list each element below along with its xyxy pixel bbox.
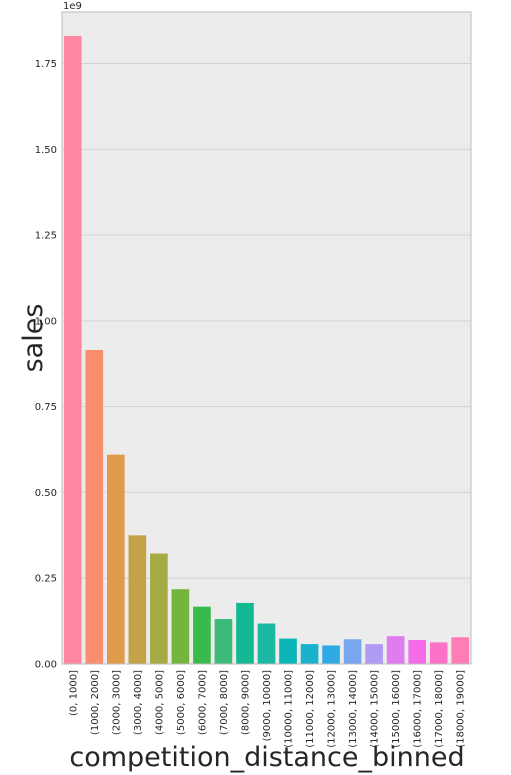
x-tick-label: (3000, 4000] [133,670,144,735]
x-tick-label: (2000, 3000] [111,670,122,735]
y-tick-label: 0.25 [35,574,57,585]
x-tick-label: (5000, 6000] [176,670,187,735]
y-axis-title: sales [18,304,49,373]
x-axis-title: competition_distance_binned [69,742,464,773]
bar[interactable] [386,636,405,664]
bar[interactable] [408,639,427,664]
bar[interactable] [343,639,362,664]
y-tick-label: 0.00 [35,660,57,671]
x-tick-label: (6000, 7000] [197,670,208,735]
bar[interactable] [451,637,470,664]
bar[interactable] [128,535,147,664]
bar[interactable] [257,623,276,664]
bar[interactable] [106,454,125,664]
x-tick-label: (10000, 11000] [284,670,295,748]
x-tick-label: (9000, 10000] [262,670,273,742]
x-tick-label: (17000, 18000] [434,670,445,748]
x-tick-label: (12000, 13000] [327,670,338,748]
y-tick-label: 1.50 [35,145,57,156]
y-tick-label: 1.25 [35,231,57,242]
x-tick-label: (15000, 16000] [391,670,402,748]
x-tick-label: (1000, 2000] [90,670,101,735]
x-tick-label: (4000, 5000] [154,670,165,735]
x-tick-label: (11000, 12000] [305,670,316,748]
bar[interactable] [150,553,168,665]
bar[interactable] [171,589,190,664]
x-tick-label: (8000, 9000] [240,670,251,735]
bar[interactable] [279,638,297,664]
plot-frame [61,11,472,665]
bar[interactable] [429,642,448,664]
x-tick-label: (0, 1000] [68,670,79,716]
y-tick-label: 0.75 [35,402,57,413]
y-offset-label: 1e9 [63,1,82,12]
bar[interactable] [236,602,254,664]
y-tick-label: 1.75 [35,59,57,70]
y-tick-label: 0.50 [35,488,57,499]
bar[interactable] [63,36,82,664]
x-tick-label: (7000, 8000] [219,670,230,735]
bar[interactable] [214,619,233,664]
bar[interactable] [322,645,340,664]
bar[interactable] [193,606,211,664]
bar[interactable] [85,350,104,664]
x-tick-label: (14000, 15000] [370,670,381,748]
y-tick-label: 1.00 [35,316,57,327]
x-tick-label: (13000, 14000] [348,670,359,748]
bar[interactable] [365,644,383,664]
x-tick-label: (18000, 19000] [456,670,467,748]
bar[interactable] [300,644,319,664]
x-tick-label: (16000, 17000] [413,670,424,748]
